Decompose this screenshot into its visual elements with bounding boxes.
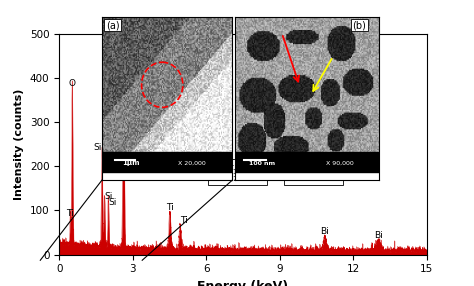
Text: Ti: Ti <box>166 203 173 212</box>
Text: X 90,000: X 90,000 <box>327 161 354 166</box>
Text: 1μm: 1μm <box>122 160 139 166</box>
Text: Bi₂O₃ - 66.25%
TiO₂ - 12.44%
SiO₂ - 21.31%: Bi₂O₃ - 66.25% TiO₂ - 12.44% SiO₂ - 21.3… <box>211 162 264 182</box>
Bar <box>102 152 232 172</box>
Text: Si: Si <box>109 198 117 207</box>
Text: Ti: Ti <box>180 216 188 225</box>
X-axis label: Energy (keV): Energy (keV) <box>197 280 289 286</box>
Text: X 20,000: X 20,000 <box>179 161 206 166</box>
Text: Si: Si <box>105 192 113 201</box>
Text: Bi₂O₃ - 34.06%
TiO₂ - 47.67%
SiO₂ - 18.27%: Bi₂O₃ - 34.06% TiO₂ - 47.67% SiO₂ - 18.2… <box>287 162 340 182</box>
Text: 100 nm: 100 nm <box>248 161 274 166</box>
Y-axis label: Intensity (counts): Intensity (counts) <box>14 89 24 200</box>
Text: Bi: Bi <box>119 51 128 60</box>
Text: O: O <box>69 80 76 88</box>
Bar <box>235 152 379 172</box>
Text: Bi: Bi <box>320 227 329 236</box>
Text: Ti: Ti <box>66 209 74 219</box>
Text: (a): (a) <box>106 20 119 30</box>
Text: Si: Si <box>93 143 101 152</box>
Text: Bi: Bi <box>374 231 383 240</box>
Text: (b): (b) <box>353 20 366 30</box>
